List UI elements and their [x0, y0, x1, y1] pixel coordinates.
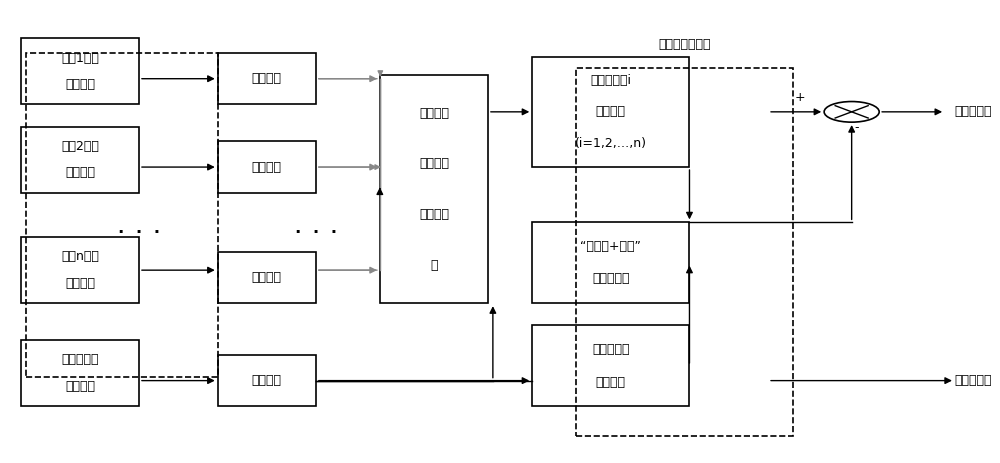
- Text: 分布式传递对准: 分布式传递对准: [658, 38, 711, 51]
- Text: 子惯导系统i: 子惯导系统i: [590, 74, 631, 87]
- Text: 节点1惯性: 节点1惯性: [61, 51, 99, 64]
- Text: 器件数据: 器件数据: [65, 380, 95, 393]
- Text: 故障检测: 故障检测: [252, 161, 282, 174]
- Text: 匹配滤波器: 匹配滤波器: [592, 273, 630, 286]
- Text: 故障检测: 故障检测: [252, 374, 282, 387]
- Text: 故障检测: 故障检测: [252, 271, 282, 284]
- Text: -: -: [854, 121, 859, 134]
- Text: 主节点惯性: 主节点惯性: [61, 353, 99, 367]
- Text: 器件数据: 器件数据: [65, 167, 95, 180]
- FancyBboxPatch shape: [218, 355, 316, 407]
- FancyBboxPatch shape: [532, 325, 689, 407]
- Text: ·  ·  ·: · · ·: [295, 225, 337, 242]
- FancyBboxPatch shape: [21, 126, 139, 193]
- FancyBboxPatch shape: [21, 38, 139, 105]
- FancyBboxPatch shape: [218, 53, 316, 105]
- Text: 输出解算: 输出解算: [596, 106, 626, 119]
- FancyBboxPatch shape: [218, 252, 316, 303]
- Text: 分布式网: 分布式网: [419, 106, 449, 119]
- Text: 络惯性器: 络惯性器: [419, 157, 449, 170]
- FancyBboxPatch shape: [380, 75, 488, 303]
- Text: 子惯导输出: 子惯导输出: [955, 106, 992, 119]
- FancyBboxPatch shape: [218, 141, 316, 193]
- Text: 故障检测: 故障检测: [252, 72, 282, 85]
- Text: 件数据融: 件数据融: [419, 208, 449, 221]
- Text: 输出解算: 输出解算: [596, 375, 626, 388]
- Text: 器件数据: 器件数据: [65, 277, 95, 290]
- Text: 合: 合: [430, 259, 438, 272]
- Text: 节点2惯性: 节点2惯性: [61, 140, 99, 153]
- Text: (i=1,2,…,n): (i=1,2,…,n): [575, 137, 647, 150]
- Text: ·  ·  ·: · · ·: [118, 225, 160, 242]
- Text: “加速度+速度”: “加速度+速度”: [580, 240, 641, 253]
- Text: +: +: [794, 91, 805, 104]
- FancyBboxPatch shape: [532, 222, 689, 303]
- FancyBboxPatch shape: [21, 237, 139, 303]
- FancyBboxPatch shape: [21, 340, 139, 407]
- Text: 主惯导系统: 主惯导系统: [592, 343, 630, 356]
- Text: 器件数据: 器件数据: [65, 78, 95, 91]
- Text: 主惯导输出: 主惯导输出: [955, 374, 992, 387]
- Text: 节点n惯性: 节点n惯性: [61, 250, 99, 263]
- FancyBboxPatch shape: [532, 56, 689, 167]
